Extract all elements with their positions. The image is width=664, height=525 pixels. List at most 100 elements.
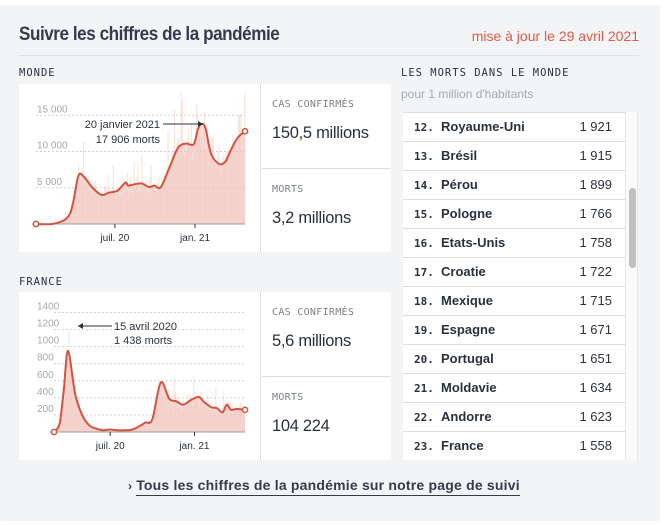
daily-bar bbox=[64, 211, 66, 224]
rank-number: 19. bbox=[414, 324, 434, 337]
world-chart-svg: 5 000 10 000 15 000 juil. 20 jan. 21 20 janvi… bbox=[32, 91, 249, 244]
country-name: Croatie bbox=[441, 264, 486, 279]
deaths-per-million: 1 722 bbox=[579, 264, 612, 279]
cases-value: 5,6 millions bbox=[272, 332, 351, 350]
ranking-row: 23. France 1 558 bbox=[403, 432, 625, 460]
country-name: Royaume-Uni bbox=[441, 119, 525, 134]
ranking-title: LES MORTS DANS LE MONDE bbox=[401, 67, 570, 79]
y-tick-label: 5 000 bbox=[37, 177, 62, 188]
annotation-value: 17 906 morts bbox=[96, 134, 161, 146]
ranking-row: 19. Espagne 1 671 bbox=[403, 316, 625, 345]
deaths-per-million: 1 671 bbox=[579, 322, 612, 337]
scrollbar-thumb[interactable] bbox=[629, 188, 636, 268]
france-deaths-stat: MORTS 104 224 bbox=[262, 376, 391, 460]
france-section-label: FRANCE bbox=[19, 276, 63, 288]
y-tick-label: 15 000 bbox=[37, 104, 68, 115]
ranking-row: 14. Pérou 1 899 bbox=[403, 171, 625, 200]
country-name: Pérou bbox=[441, 177, 478, 192]
world-deaths-stat: MORTS 3,2 millions bbox=[262, 168, 391, 252]
ranking-list[interactable]: 12. Royaume-Uni 1 921 13. Brésil 1 915 14. Péro… bbox=[403, 112, 625, 460]
x-tick-label: juil. 20 bbox=[95, 441, 125, 452]
ranking-row: 16. Etats-Unis 1 758 bbox=[403, 229, 625, 258]
ranking-row: 17. Croatie 1 722 bbox=[403, 258, 625, 287]
rank-number: 21. bbox=[414, 382, 434, 395]
country-name: Espagne bbox=[441, 322, 496, 337]
scrollbar-track[interactable] bbox=[625, 112, 638, 460]
annotation-value: 1 438 morts bbox=[114, 335, 173, 347]
y-tick-label: 10 000 bbox=[37, 141, 68, 152]
rank-number: 22. bbox=[414, 411, 434, 424]
deaths-per-million: 1 634 bbox=[579, 380, 612, 395]
deaths-per-million: 1 558 bbox=[579, 438, 612, 453]
country-name: Mexique bbox=[441, 293, 494, 308]
country-name: Etats-Unis bbox=[441, 235, 506, 250]
rank-number: 18. bbox=[414, 295, 434, 308]
series-line bbox=[35, 122, 246, 226]
y-tick-label: 1400 bbox=[37, 302, 60, 313]
arrow-icon bbox=[198, 121, 203, 127]
france-cases-stat: CAS CONFIRMÉS 5,6 millions bbox=[262, 292, 391, 376]
y-tick-label: 600 bbox=[37, 370, 54, 381]
country-name: Brésil bbox=[441, 148, 478, 163]
deaths-label: MORTS bbox=[272, 184, 304, 195]
deaths-per-million: 1 651 bbox=[579, 351, 612, 366]
rank-number: 15. bbox=[414, 208, 434, 221]
end-point bbox=[241, 406, 249, 414]
chevron-right-icon: › bbox=[128, 479, 133, 493]
cases-value: 150,5 millions bbox=[272, 124, 369, 142]
deaths-per-million: 1 623 bbox=[579, 409, 612, 424]
rank-number: 12. bbox=[414, 121, 434, 134]
end-point bbox=[241, 127, 249, 135]
country-name: Pologne bbox=[441, 206, 493, 221]
country-name: France bbox=[441, 438, 484, 453]
ranking-row: 20. Portugal 1 651 bbox=[403, 345, 625, 374]
ranking-row: 22. Andorre 1 623 bbox=[403, 403, 625, 432]
y-tick-label: 400 bbox=[37, 387, 54, 398]
france-card: 200 400 600 800 1000 1200 1400 juil. 20 jan. 21 1… bbox=[19, 292, 391, 460]
rank-number: 13. bbox=[414, 150, 434, 163]
rank-number: 20. bbox=[414, 353, 434, 366]
cases-label: CAS CONFIRMÉS bbox=[272, 307, 355, 318]
y-tick-label: 1000 bbox=[37, 336, 60, 347]
start-point bbox=[32, 220, 40, 228]
deaths-per-million: 1 766 bbox=[579, 206, 612, 221]
x-tick-label: juil. 20 bbox=[99, 233, 129, 244]
world-section-label: MONDE bbox=[19, 67, 56, 79]
area-fill bbox=[36, 123, 245, 225]
world-cases-stat: CAS CONFIRMÉS 150,5 millions bbox=[262, 84, 391, 168]
world-stats: CAS CONFIRMÉS 150,5 millions MORTS 3,2 m… bbox=[262, 84, 391, 252]
y-tick-label: 800 bbox=[37, 353, 54, 364]
deaths-per-million: 1 921 bbox=[579, 119, 612, 134]
deaths-per-million: 1 915 bbox=[579, 148, 612, 163]
rank-number: 23. bbox=[414, 440, 434, 453]
ranking-row: 15. Pologne 1 766 bbox=[403, 200, 625, 229]
rank-number: 14. bbox=[414, 179, 434, 192]
ranking-subtitle: pour 1 million d'habitants bbox=[401, 87, 534, 101]
deaths-value: 104 224 bbox=[272, 417, 330, 435]
rank-number: 17. bbox=[414, 266, 434, 279]
page-title: Suivre les chiffres de la pandémie bbox=[19, 24, 280, 45]
country-name: Portugal bbox=[441, 351, 494, 366]
tracking-page-link[interactable]: › Tous les chiffres de la pandémie sur no… bbox=[128, 477, 520, 496]
world-chart: 5 000 10 000 15 000 juil. 20 jan. 21 20 janvi… bbox=[19, 84, 261, 252]
link-text: Tous les chiffres de la pandémie sur not… bbox=[136, 477, 520, 496]
ranking-row: 18. Mexique 1 715 bbox=[403, 287, 625, 316]
deaths-per-million: 1 715 bbox=[579, 293, 612, 308]
x-tick-label: jan. 21 bbox=[178, 441, 209, 452]
rank-number: 16. bbox=[414, 237, 434, 250]
arrow-icon bbox=[78, 323, 83, 329]
cases-label: CAS CONFIRMÉS bbox=[272, 99, 355, 110]
update-date: mise à jour le 29 avril 2021 bbox=[471, 28, 639, 44]
france-stats: CAS CONFIRMÉS 5,6 millions MORTS 104 224 bbox=[262, 292, 391, 460]
annotation-date: 20 janvier 2021 bbox=[85, 119, 160, 131]
y-tick-label: 200 bbox=[37, 404, 54, 415]
ranking-row: 21. Moldavie 1 634 bbox=[403, 374, 625, 403]
series-line bbox=[53, 349, 246, 433]
deaths-per-million: 1 899 bbox=[579, 177, 612, 192]
deaths-per-million: 1 758 bbox=[579, 235, 612, 250]
widget-header: Suivre les chiffres de la pandémie mise … bbox=[19, 22, 639, 56]
world-card: 5 000 10 000 15 000 juil. 20 jan. 21 20 janvi… bbox=[19, 84, 391, 252]
area-fill bbox=[54, 350, 245, 432]
y-tick-label: 1200 bbox=[37, 319, 60, 330]
deaths-label: MORTS bbox=[272, 392, 304, 403]
